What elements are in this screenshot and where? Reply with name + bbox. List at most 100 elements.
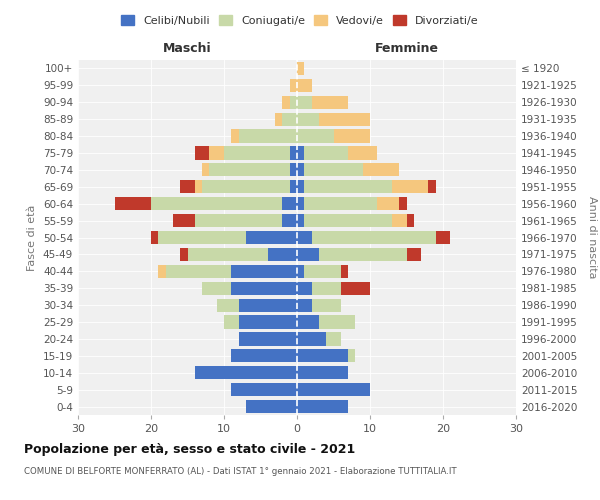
Bar xyxy=(180,248,187,261)
Bar xyxy=(297,400,348,413)
Bar xyxy=(297,62,304,75)
Text: Maschi: Maschi xyxy=(163,42,212,55)
Text: COMUNE DI BELFORTE MONFERRATO (AL) - Dati ISTAT 1° gennaio 2021 - Elaborazione T: COMUNE DI BELFORTE MONFERRATO (AL) - Dat… xyxy=(24,468,457,476)
Bar xyxy=(399,197,407,210)
Y-axis label: Fasce di età: Fasce di età xyxy=(28,204,37,270)
Bar xyxy=(297,264,304,278)
Bar xyxy=(202,180,290,194)
Bar xyxy=(166,264,232,278)
Bar xyxy=(239,332,297,345)
Legend: Celibi/Nubili, Coniugati/e, Vedovi/e, Divorziati/e: Celibi/Nubili, Coniugati/e, Vedovi/e, Di… xyxy=(117,10,483,30)
Bar xyxy=(348,146,377,160)
Bar xyxy=(290,164,297,176)
Bar xyxy=(297,332,326,345)
Bar xyxy=(392,214,407,227)
Bar xyxy=(290,146,297,160)
Bar xyxy=(304,214,392,227)
Bar xyxy=(297,96,311,109)
Y-axis label: Anni di nascita: Anni di nascita xyxy=(587,196,597,279)
Bar xyxy=(224,316,239,328)
Bar xyxy=(224,146,290,160)
Bar xyxy=(297,79,311,92)
Bar xyxy=(290,96,297,109)
Bar xyxy=(232,130,239,142)
Bar xyxy=(341,264,348,278)
Bar xyxy=(158,231,246,244)
Bar xyxy=(407,248,421,261)
Bar xyxy=(232,264,297,278)
Bar xyxy=(195,146,209,160)
Bar xyxy=(283,112,297,126)
Bar xyxy=(297,383,370,396)
Bar xyxy=(232,349,297,362)
Bar xyxy=(392,180,428,194)
Bar xyxy=(158,264,166,278)
Bar xyxy=(297,146,304,160)
Bar xyxy=(180,180,195,194)
Bar xyxy=(436,231,450,244)
Bar xyxy=(283,96,290,109)
Bar xyxy=(297,164,304,176)
Bar xyxy=(297,197,304,210)
Bar xyxy=(304,197,377,210)
Bar xyxy=(311,282,341,295)
Bar xyxy=(239,316,297,328)
Bar xyxy=(297,130,334,142)
Bar xyxy=(297,112,319,126)
Bar xyxy=(362,164,399,176)
Bar xyxy=(297,298,311,312)
Bar xyxy=(304,146,348,160)
Bar xyxy=(239,130,297,142)
Bar xyxy=(246,400,297,413)
Bar xyxy=(275,112,283,126)
Bar xyxy=(151,197,283,210)
Bar xyxy=(195,214,283,227)
Bar xyxy=(311,298,341,312)
Bar xyxy=(115,197,151,210)
Bar xyxy=(297,282,311,295)
Bar xyxy=(297,231,311,244)
Text: Femmine: Femmine xyxy=(374,42,439,55)
Bar xyxy=(151,231,158,244)
Bar xyxy=(239,298,297,312)
Bar xyxy=(304,180,392,194)
Bar xyxy=(297,214,304,227)
Bar xyxy=(348,349,355,362)
Bar xyxy=(304,264,341,278)
Bar xyxy=(232,383,297,396)
Bar xyxy=(202,282,232,295)
Bar xyxy=(319,112,370,126)
Bar xyxy=(209,146,224,160)
Bar xyxy=(297,349,348,362)
Bar xyxy=(319,316,355,328)
Bar xyxy=(232,282,297,295)
Bar xyxy=(334,130,370,142)
Bar xyxy=(290,79,297,92)
Bar xyxy=(407,214,414,227)
Bar xyxy=(187,248,268,261)
Bar xyxy=(326,332,341,345)
Bar xyxy=(297,316,319,328)
Text: Popolazione per età, sesso e stato civile - 2021: Popolazione per età, sesso e stato civil… xyxy=(24,442,355,456)
Bar xyxy=(209,164,290,176)
Bar xyxy=(297,248,319,261)
Bar xyxy=(283,214,297,227)
Bar xyxy=(173,214,195,227)
Bar xyxy=(195,180,202,194)
Bar xyxy=(311,231,436,244)
Bar xyxy=(195,366,297,380)
Bar xyxy=(297,180,304,194)
Bar xyxy=(297,366,348,380)
Bar xyxy=(283,197,297,210)
Bar xyxy=(202,164,209,176)
Bar xyxy=(290,180,297,194)
Bar xyxy=(428,180,436,194)
Bar xyxy=(217,298,239,312)
Bar xyxy=(246,231,297,244)
Bar xyxy=(377,197,399,210)
Bar xyxy=(341,282,370,295)
Bar xyxy=(268,248,297,261)
Bar xyxy=(311,96,348,109)
Bar xyxy=(304,164,362,176)
Bar xyxy=(319,248,407,261)
